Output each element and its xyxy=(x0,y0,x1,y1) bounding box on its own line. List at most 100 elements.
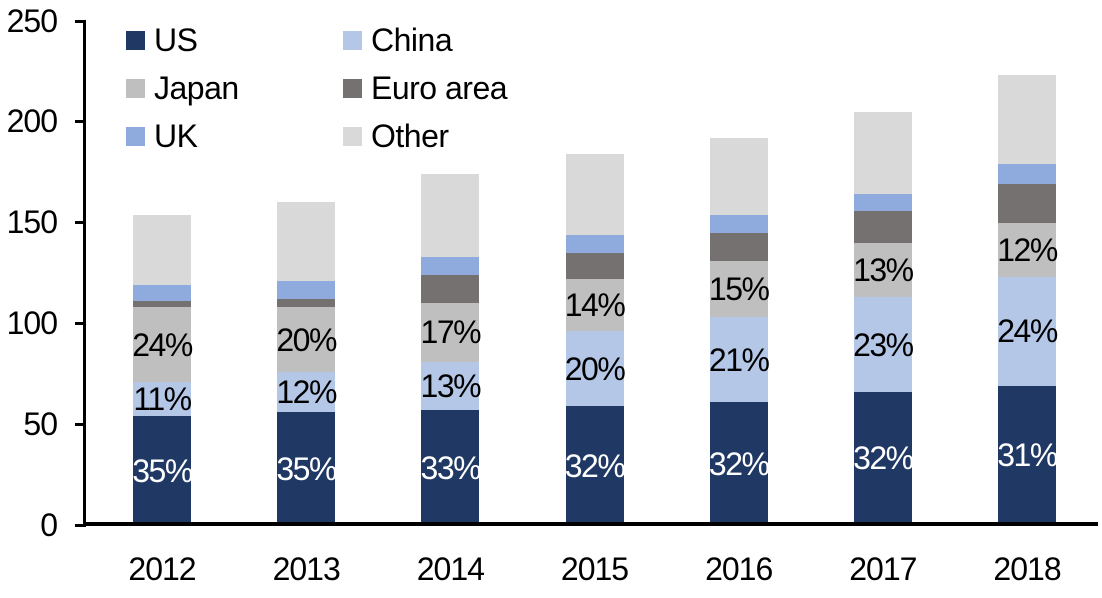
y-axis-tick-label: 150 xyxy=(6,204,58,241)
y-axis-line xyxy=(83,20,86,527)
y-axis-tick-label: 50 xyxy=(23,405,58,442)
bar-segment-us-2016: 32% xyxy=(708,402,770,525)
y-axis-tick-label: 250 xyxy=(6,2,58,39)
bar-segment-uk-2016 xyxy=(709,214,768,233)
legend-label-china: China xyxy=(371,22,453,58)
bar-2018: 31% 24% 12% xyxy=(997,75,1058,525)
y-axis-tick-label: 200 xyxy=(6,103,58,140)
y-axis-tick xyxy=(75,19,84,23)
legend-label-japan: Japan xyxy=(154,70,239,106)
bar-segment-euro-area-2015 xyxy=(565,252,624,280)
bar-segment-other-2015 xyxy=(565,154,624,235)
legend-item-other: Other xyxy=(343,120,507,153)
legend-label-us: US xyxy=(154,22,198,58)
legend-swatch-japan xyxy=(126,79,145,98)
bar-segment-us-2015: 32% xyxy=(564,406,626,525)
bar-segment-label-us-2014: 33% xyxy=(420,449,482,486)
bar-segment-other-2012 xyxy=(133,214,191,286)
bar-2017: 32% 23% 13% xyxy=(853,111,914,525)
legend-swatch-uk xyxy=(126,127,145,146)
bar-segment-euro-area-2016 xyxy=(709,232,768,261)
bar-segment-label-japan-2016: 15% xyxy=(708,271,770,308)
bar-segment-euro-area-2018 xyxy=(998,184,1057,223)
bar-segment-china-2013: 12% xyxy=(276,371,337,413)
legend-label-euro-area: Euro area xyxy=(371,70,508,106)
bar-segment-euro-area-2017 xyxy=(853,210,912,243)
bar-2013: 35% 12% 20% xyxy=(276,202,337,525)
bar-segment-label-china-2016: 21% xyxy=(708,341,770,378)
bar-segment-uk-2018 xyxy=(998,164,1057,185)
legend-swatch-other xyxy=(343,127,362,146)
y-axis-tick xyxy=(75,120,84,124)
y-axis-tick xyxy=(75,523,84,527)
bar-segment-japan-2015: 14% xyxy=(564,279,626,332)
bar-segment-china-2016: 21% xyxy=(708,317,770,403)
bar-segment-label-japan-2013: 20% xyxy=(276,321,337,358)
legend: US China Japan Euro area UK Other xyxy=(126,22,508,153)
bar-segment-china-2017: 23% xyxy=(853,297,914,392)
x-axis-label-2014: 2014 xyxy=(416,551,485,587)
bar-2014: 33% 13% 17% xyxy=(420,174,482,525)
bar-segment-uk-2017 xyxy=(853,194,912,211)
y-axis-tick-label: 0 xyxy=(40,506,58,543)
bar-segment-us-2014: 33% xyxy=(420,410,482,525)
legend-item-uk: UK xyxy=(126,120,343,153)
bar-segment-euro-area-2013 xyxy=(277,299,336,308)
legend-swatch-china xyxy=(343,31,362,50)
legend-item-china: China xyxy=(343,24,507,57)
bar-segment-uk-2012 xyxy=(133,285,191,302)
legend-item-euro-area: Euro area xyxy=(343,70,508,106)
legend-swatch-us xyxy=(126,31,145,50)
bar-2012: 35% 11% 24% xyxy=(132,214,193,525)
bar-segment-china-2018: 24% xyxy=(997,277,1058,386)
legend-label-other: Other xyxy=(371,118,449,154)
bar-segment-label-china-2017: 23% xyxy=(853,326,914,363)
legend-swatch-euro-area xyxy=(343,79,362,98)
bar-segment-label-us-2017: 32% xyxy=(853,440,914,477)
bar-segment-other-2016 xyxy=(709,137,768,215)
bar-segment-label-japan-2017: 13% xyxy=(853,251,914,288)
bar-segment-us-2012: 35% xyxy=(132,416,193,525)
bar-segment-other-2013 xyxy=(277,202,336,282)
bar-segment-label-us-2015: 32% xyxy=(564,447,626,484)
bar-segment-us-2017: 32% xyxy=(853,391,914,525)
bar-segment-uk-2015 xyxy=(565,234,624,253)
bar-segment-other-2014 xyxy=(421,174,480,257)
bar-segment-china-2012: 11% xyxy=(133,381,192,417)
x-axis-label-2017: 2017 xyxy=(849,551,917,587)
bar-segment-label-us-2012: 35% xyxy=(132,452,193,489)
bar-segment-china-2014: 13% xyxy=(420,361,482,411)
bar-segment-label-china-2014: 13% xyxy=(420,367,482,404)
legend-item-japan: Japan xyxy=(126,72,343,105)
bar-segment-euro-area-2012 xyxy=(133,301,191,308)
bar-segment-label-japan-2018: 12% xyxy=(997,231,1058,268)
bar-segment-japan-2013: 20% xyxy=(276,307,337,372)
bar-segment-japan-2017: 13% xyxy=(853,242,914,298)
bar-segment-label-china-2012: 11% xyxy=(133,381,192,417)
bar-segment-label-us-2013: 35% xyxy=(276,450,337,487)
bar-segment-other-2018 xyxy=(998,75,1057,165)
bar-segment-label-china-2013: 12% xyxy=(276,373,337,410)
x-axis-label-2013: 2013 xyxy=(272,551,341,587)
bar-segment-china-2015: 20% xyxy=(564,331,626,407)
bar-2015: 32% 20% 14% xyxy=(564,154,626,525)
bar-segment-label-japan-2015: 14% xyxy=(564,287,626,324)
bar-segment-japan-2012: 24% xyxy=(132,307,193,382)
y-axis-tick xyxy=(75,221,84,225)
bar-segment-label-japan-2012: 24% xyxy=(132,326,193,363)
bar-segment-label-china-2015: 20% xyxy=(564,350,626,387)
x-axis-label-2015: 2015 xyxy=(560,551,629,587)
bar-segment-label-us-2016: 32% xyxy=(708,445,770,482)
bar-segment-label-china-2018: 24% xyxy=(997,313,1058,350)
bar-segment-uk-2013 xyxy=(277,281,336,300)
bar-segment-us-2018: 31% xyxy=(997,385,1058,525)
bar-segment-uk-2014 xyxy=(421,256,480,276)
bar-segment-other-2017 xyxy=(853,111,912,195)
bar-2016: 32% 21% 15% xyxy=(708,137,770,525)
bar-segment-japan-2016: 15% xyxy=(708,260,770,318)
legend-label-uk: UK xyxy=(154,118,198,154)
bar-segment-euro-area-2014 xyxy=(421,275,480,304)
bar-segment-label-us-2018: 31% xyxy=(997,437,1058,474)
bar-segment-label-japan-2014: 17% xyxy=(420,314,482,351)
